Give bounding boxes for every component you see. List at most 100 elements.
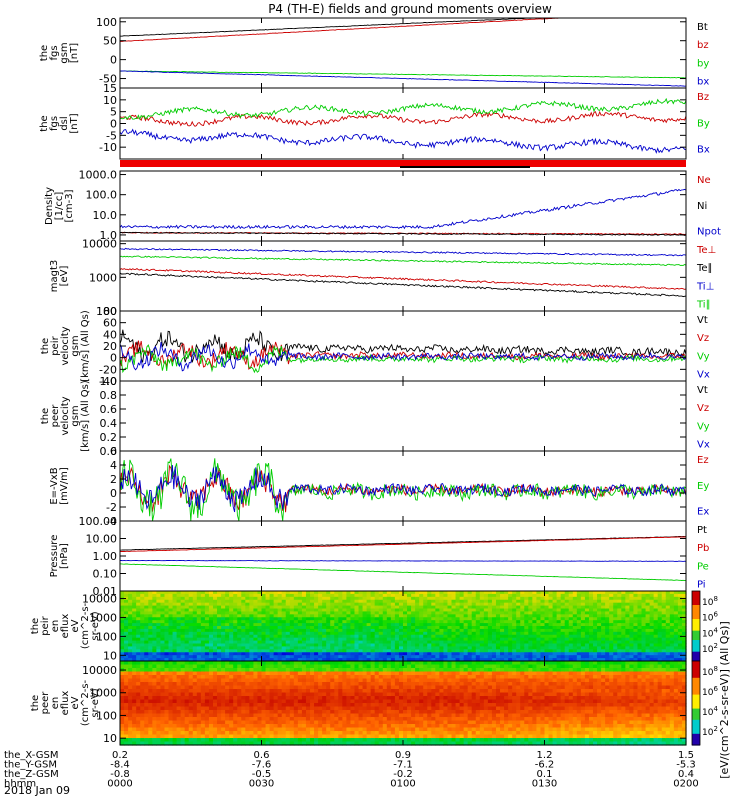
heatmap-cell — [148, 738, 153, 742]
heatmap-cell — [169, 724, 174, 728]
heatmap-cell — [140, 672, 145, 676]
heatmap-cell — [270, 661, 275, 665]
heatmap-cell — [257, 721, 262, 725]
heatmap-cell — [213, 738, 218, 742]
heatmap-cell — [290, 703, 295, 707]
heatmap-cell — [278, 717, 283, 721]
heatmap-cell — [257, 724, 262, 728]
heatmap-cell — [318, 689, 323, 693]
heatmap-cell — [245, 717, 250, 721]
heatmap-cell — [262, 738, 267, 742]
heatmap-cell — [286, 738, 291, 742]
heatmap-cell — [322, 714, 327, 718]
heatmap-cell — [221, 693, 226, 697]
heatmap-cell — [330, 675, 335, 679]
heatmap-cell — [298, 696, 303, 700]
heatmap-cell — [197, 682, 202, 686]
heatmap-cell — [298, 668, 303, 672]
heatmap-cell — [262, 689, 267, 693]
heatmap-cell — [245, 724, 250, 728]
heatmap-cell — [318, 717, 323, 721]
heatmap-cell — [193, 700, 198, 704]
heatmap-cell — [338, 665, 343, 669]
heatmap-cell — [140, 707, 145, 711]
heatmap-cell — [140, 689, 145, 693]
heatmap-cell — [169, 696, 174, 700]
heatmap-cell — [257, 686, 262, 690]
heatmap-cell — [169, 682, 174, 686]
heatmap-cell — [132, 721, 137, 725]
heatmap-cell — [270, 721, 275, 725]
heatmap-cell — [266, 717, 271, 721]
heatmap-cell — [253, 675, 258, 679]
heatmap-cell — [270, 689, 275, 693]
heatmap-cell — [322, 679, 327, 683]
heatmap-cell — [274, 679, 279, 683]
heatmap-cell — [282, 668, 287, 672]
legend-Vy: Vy — [697, 351, 710, 362]
heatmap-cell — [278, 728, 283, 732]
heatmap-cell — [266, 696, 271, 700]
heatmap-cell — [169, 738, 174, 742]
heatmap-cell — [249, 672, 254, 676]
heatmap-cell — [290, 717, 295, 721]
heatmap-cell — [144, 710, 149, 714]
legend-Bt: Bt — [697, 22, 708, 33]
heatmap-cell — [322, 703, 327, 707]
heatmap-cell — [221, 696, 226, 700]
series-Pb — [120, 537, 686, 552]
heatmap-cell — [152, 696, 157, 700]
heatmap-cell — [262, 703, 267, 707]
heatmap-cell — [233, 665, 238, 669]
heatmap-cell — [253, 679, 258, 683]
heatmap-cell — [322, 735, 327, 739]
heatmap-cell — [148, 700, 153, 704]
heatmap-cell — [120, 665, 125, 669]
heatmap-cell — [334, 689, 339, 693]
heatmap-cell — [314, 710, 319, 714]
heatmap-cell — [306, 710, 311, 714]
heatmap-cell — [326, 735, 331, 739]
heatmap-cell — [314, 682, 319, 686]
heatmap-cell — [185, 689, 190, 693]
heatmap-cell — [205, 689, 210, 693]
heatmap-cell — [156, 710, 161, 714]
heatmap-cell — [132, 710, 137, 714]
heatmap-cell — [262, 696, 267, 700]
y-tick-label: 1000 — [89, 271, 117, 284]
heatmap-cell — [302, 686, 307, 690]
heatmap-cell — [318, 700, 323, 704]
heatmap-cell — [241, 696, 246, 700]
heatmap-cell — [282, 693, 287, 697]
heatmap-cell — [197, 672, 202, 676]
heatmap-cell — [286, 679, 291, 683]
heatmap-cell — [257, 717, 262, 721]
heatmap-cell — [326, 707, 331, 711]
heatmap-cell — [221, 731, 226, 735]
heatmap-cell — [233, 707, 238, 711]
heatmap-cell — [257, 700, 262, 704]
heatmap-cell — [132, 703, 137, 707]
heatmap-cell — [290, 735, 295, 739]
y-tick-label: 0.8 — [100, 389, 118, 402]
heatmap-cell — [306, 693, 311, 697]
heatmap-cell — [140, 693, 145, 697]
heatmap-cell — [148, 686, 153, 690]
heatmap-cell — [233, 710, 238, 714]
heatmap-cell — [334, 661, 339, 665]
heatmap-cell — [128, 668, 133, 672]
heatmap-cell — [302, 696, 307, 700]
heatmap-cell — [302, 661, 307, 665]
heatmap-cell — [241, 668, 246, 672]
heatmap-cell — [201, 693, 206, 697]
heatmap-cell — [173, 665, 178, 669]
heatmap-cell — [128, 675, 133, 679]
heatmap-cell — [169, 665, 174, 669]
heatmap-cell — [229, 665, 234, 669]
heatmap-cell — [144, 696, 149, 700]
heatmap-cell — [132, 696, 137, 700]
heatmap-cell — [278, 696, 283, 700]
heatmap-cell — [314, 686, 319, 690]
heatmap-cell — [257, 679, 262, 683]
heatmap-cell — [152, 679, 157, 683]
